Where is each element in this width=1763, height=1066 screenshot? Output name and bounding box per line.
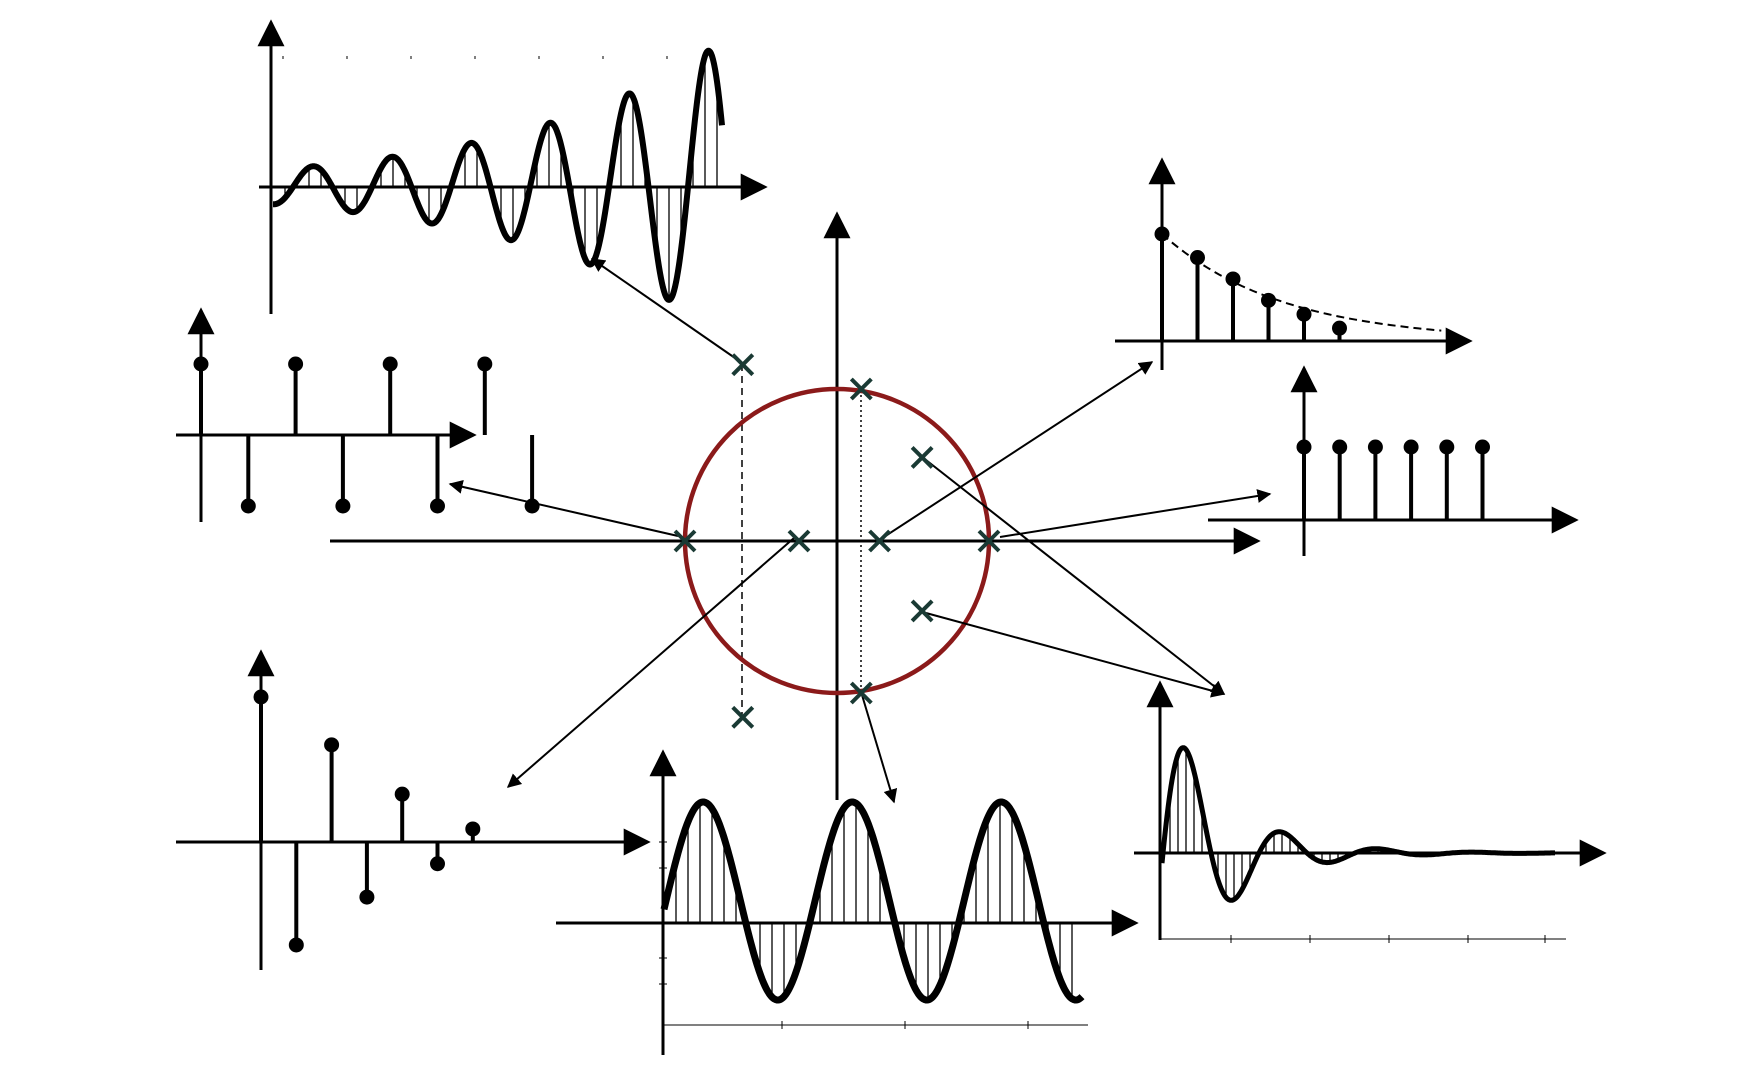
alt-stem-dot [430, 498, 445, 514]
response-alternating [176, 307, 540, 522]
decalt-stem-dot [253, 689, 269, 705]
growing-waveform [271, 47, 725, 303]
sustained-waveform [660, 798, 1085, 1004]
decexp-stem-dot [1332, 320, 1347, 336]
pole-marker-circle-left [673, 529, 697, 553]
arrow-neg-real-to-decaying-alternating [506, 537, 795, 788]
growing-sample-lines [284, 55, 718, 300]
damped-waveform [1159, 745, 1557, 903]
decexp-stem-dot [1296, 306, 1312, 322]
alt-stem-dot [524, 498, 540, 514]
const-stem-dot [1296, 439, 1312, 455]
const-stem-dot [1403, 439, 1419, 455]
pole-marker-inside-pair-upper [910, 445, 934, 469]
arrow-bottom-to-sustained [861, 694, 898, 804]
arrow-pos-real-to-decaying-exponential [883, 361, 1154, 538]
decalt-stem-dot [288, 937, 304, 953]
pole-markers [673, 353, 1001, 729]
decexp-stem-dot [1190, 250, 1205, 266]
decalt-stem-dot [394, 786, 410, 802]
damped-frame [1160, 935, 1566, 943]
arrow-right-to-constant [999, 489, 1272, 538]
const-stem-dot [1439, 439, 1455, 455]
alt-stems [193, 356, 540, 514]
arrow-left-to-alternating [448, 479, 679, 537]
decalt-stem-dot [359, 889, 375, 905]
arrow-inside-lower-to-damped [925, 612, 1226, 698]
pole-marker-inside-pair-lower [910, 599, 934, 623]
damped-sample-lines [1169, 749, 1555, 900]
const-stem-dot [1367, 439, 1383, 455]
decalt-stem-dot [465, 821, 481, 837]
pole-marker-circle-top [849, 377, 873, 401]
const-stem-dot [1475, 439, 1490, 455]
decexp-stem-dot [1225, 271, 1241, 287]
response-decaying-alternating [176, 649, 651, 970]
decalt-stems [253, 689, 481, 953]
arrow-outside-pair-to-growing [590, 258, 736, 359]
alt-stem-dot [382, 356, 398, 372]
alt-stem-dot [193, 356, 209, 372]
sustained-frame [659, 841, 1088, 1029]
pole-marker-inside-positive-real [868, 529, 891, 553]
pole-marker-inside-negative-real [787, 529, 811, 553]
pole-marker-outside-pair-lower [731, 705, 755, 729]
decalt-stem-dot [324, 737, 340, 753]
alt-stem-dot [240, 498, 256, 514]
response-sustained-oscillation [556, 749, 1139, 1055]
response-damped-oscillation [1134, 680, 1607, 943]
alt-stem-dot [335, 498, 351, 514]
z-plane [330, 211, 1261, 800]
decexp-stem-dot [1261, 292, 1276, 308]
const-stems [1296, 439, 1490, 520]
arrow-inside-upper-to-damped [925, 459, 1226, 695]
const-stem-dot [1332, 439, 1348, 455]
pointer-arrows [448, 258, 1272, 804]
response-decaying-exponential [1115, 157, 1473, 370]
pole-marker-circle-right [977, 529, 1001, 553]
response-growing-oscillation [257, 19, 768, 314]
growing-x-ticks [282, 56, 668, 59]
decexp-stem-dot [1154, 226, 1170, 242]
alt-stem-dot [288, 356, 304, 372]
decexp-stems [1154, 226, 1347, 341]
pole-marker-circle-bottom [849, 681, 873, 705]
pole-marker-outside-pair-upper [731, 353, 755, 377]
alt-stem-dot [477, 356, 493, 372]
response-constant [1208, 365, 1579, 556]
decalt-stem-dot [430, 856, 445, 872]
